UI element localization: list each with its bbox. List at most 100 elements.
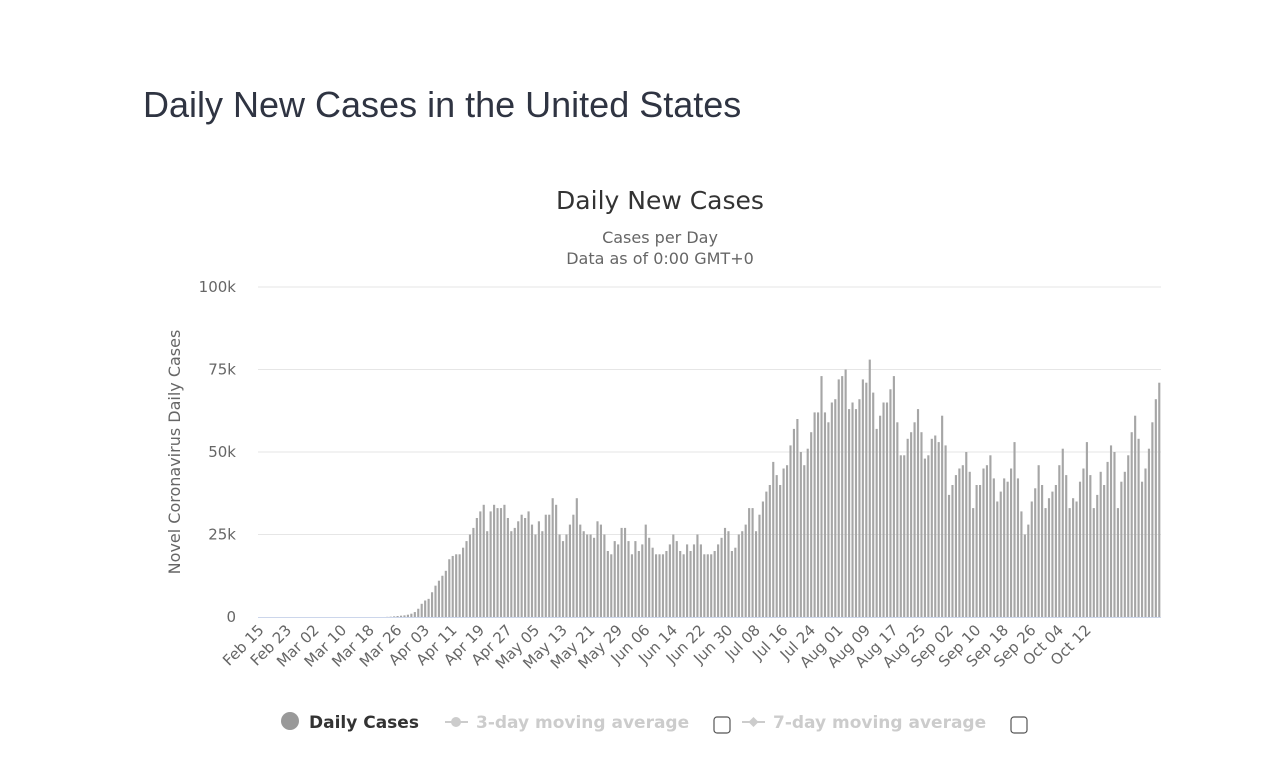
bar[interactable] xyxy=(1075,501,1078,618)
bar[interactable] xyxy=(834,399,837,617)
bar[interactable] xyxy=(617,544,620,617)
bar[interactable] xyxy=(920,432,923,617)
bar[interactable] xyxy=(703,554,706,617)
bar[interactable] xyxy=(782,468,785,618)
bar[interactable] xyxy=(1147,448,1151,617)
bar[interactable] xyxy=(544,514,547,617)
bar[interactable] xyxy=(1010,468,1013,618)
bar[interactable] xyxy=(455,554,458,617)
bar[interactable] xyxy=(844,369,847,618)
bar[interactable] xyxy=(1158,382,1161,617)
bar[interactable] xyxy=(892,376,895,617)
bar[interactable] xyxy=(1041,485,1044,617)
bar[interactable] xyxy=(462,547,465,617)
bar[interactable] xyxy=(872,392,875,617)
bar[interactable] xyxy=(961,465,964,617)
bar[interactable] xyxy=(599,524,602,617)
bar[interactable] xyxy=(727,531,730,617)
bar[interactable] xyxy=(1082,468,1085,618)
bar[interactable] xyxy=(513,527,516,617)
bar[interactable] xyxy=(954,475,957,617)
bar[interactable] xyxy=(672,534,675,618)
bar[interactable] xyxy=(934,435,937,618)
bar[interactable] xyxy=(820,376,823,617)
bar[interactable] xyxy=(424,600,427,618)
bar[interactable] xyxy=(1034,488,1037,617)
bar[interactable] xyxy=(861,379,864,617)
bar[interactable] xyxy=(503,504,506,617)
bar[interactable] xyxy=(696,534,699,618)
legend-item-7day-average[interactable]: 7-day moving average xyxy=(742,713,1028,734)
bar[interactable] xyxy=(1099,471,1102,617)
bar[interactable] xyxy=(1120,481,1123,617)
bar[interactable] xyxy=(510,531,513,617)
bar[interactable] xyxy=(1030,501,1033,618)
bar[interactable] xyxy=(789,445,792,617)
bar[interactable] xyxy=(803,465,806,617)
bar[interactable] xyxy=(655,554,658,617)
bar[interactable] xyxy=(951,485,954,617)
bar[interactable] xyxy=(396,616,399,617)
bar[interactable] xyxy=(806,448,809,617)
bar[interactable] xyxy=(1154,399,1157,617)
bar[interactable] xyxy=(758,514,761,617)
bar[interactable] xyxy=(430,592,434,617)
bar[interactable] xyxy=(817,412,820,617)
bar[interactable] xyxy=(541,531,544,617)
bar[interactable] xyxy=(972,508,975,617)
bar[interactable] xyxy=(1006,481,1009,617)
bar[interactable] xyxy=(903,455,906,617)
legend-item-daily-cases[interactable]: Daily Cases xyxy=(281,712,419,733)
bar[interactable] xyxy=(1068,508,1071,617)
bar[interactable] xyxy=(648,537,651,617)
bar[interactable] xyxy=(713,551,716,617)
bar[interactable] xyxy=(561,541,565,617)
bar[interactable] xyxy=(1027,524,1030,617)
bar[interactable] xyxy=(958,468,961,618)
bar[interactable] xyxy=(689,551,692,617)
bar[interactable] xyxy=(730,551,733,617)
bar[interactable] xyxy=(923,458,926,617)
bar[interactable] xyxy=(848,409,851,617)
bar[interactable] xyxy=(837,379,840,617)
bar[interactable] xyxy=(775,475,778,617)
bar[interactable] xyxy=(785,465,789,617)
bar[interactable] xyxy=(1096,494,1099,617)
bar[interactable] xyxy=(913,422,916,617)
bar[interactable] xyxy=(479,511,482,617)
bar[interactable] xyxy=(610,554,613,617)
bar[interactable] xyxy=(772,461,775,617)
bar[interactable] xyxy=(441,575,444,617)
bar[interactable] xyxy=(896,422,899,617)
bar[interactable] xyxy=(686,544,689,617)
bar[interactable] xyxy=(999,491,1002,617)
bar[interactable] xyxy=(779,485,782,617)
bar[interactable] xyxy=(992,478,995,617)
bar[interactable] xyxy=(1003,478,1006,617)
bar[interactable] xyxy=(937,442,940,617)
bar[interactable] xyxy=(548,514,551,617)
bar[interactable] xyxy=(437,580,441,617)
bar[interactable] xyxy=(889,389,892,617)
bar[interactable] xyxy=(717,544,720,617)
bar[interactable] xyxy=(572,514,575,617)
bar[interactable] xyxy=(1137,438,1140,617)
bar[interactable] xyxy=(968,471,971,617)
bar[interactable] xyxy=(910,432,913,617)
bar[interactable] xyxy=(527,511,530,617)
bar[interactable] xyxy=(1144,468,1147,618)
bar[interactable] xyxy=(592,537,596,617)
bar[interactable] xyxy=(641,544,644,617)
bar[interactable] xyxy=(555,504,558,617)
legend-item-3day-average[interactable]: 3-day moving average xyxy=(445,713,731,734)
bar[interactable] xyxy=(489,511,492,617)
checkbox-3day-average[interactable] xyxy=(713,716,731,734)
bar[interactable] xyxy=(947,494,951,617)
bar[interactable] xyxy=(486,531,489,617)
bar[interactable] xyxy=(1127,455,1130,617)
bar[interactable] xyxy=(741,531,744,617)
bar[interactable] xyxy=(930,438,933,617)
bar[interactable] xyxy=(1044,508,1047,617)
bar[interactable] xyxy=(830,402,833,618)
bar[interactable] xyxy=(417,608,420,617)
